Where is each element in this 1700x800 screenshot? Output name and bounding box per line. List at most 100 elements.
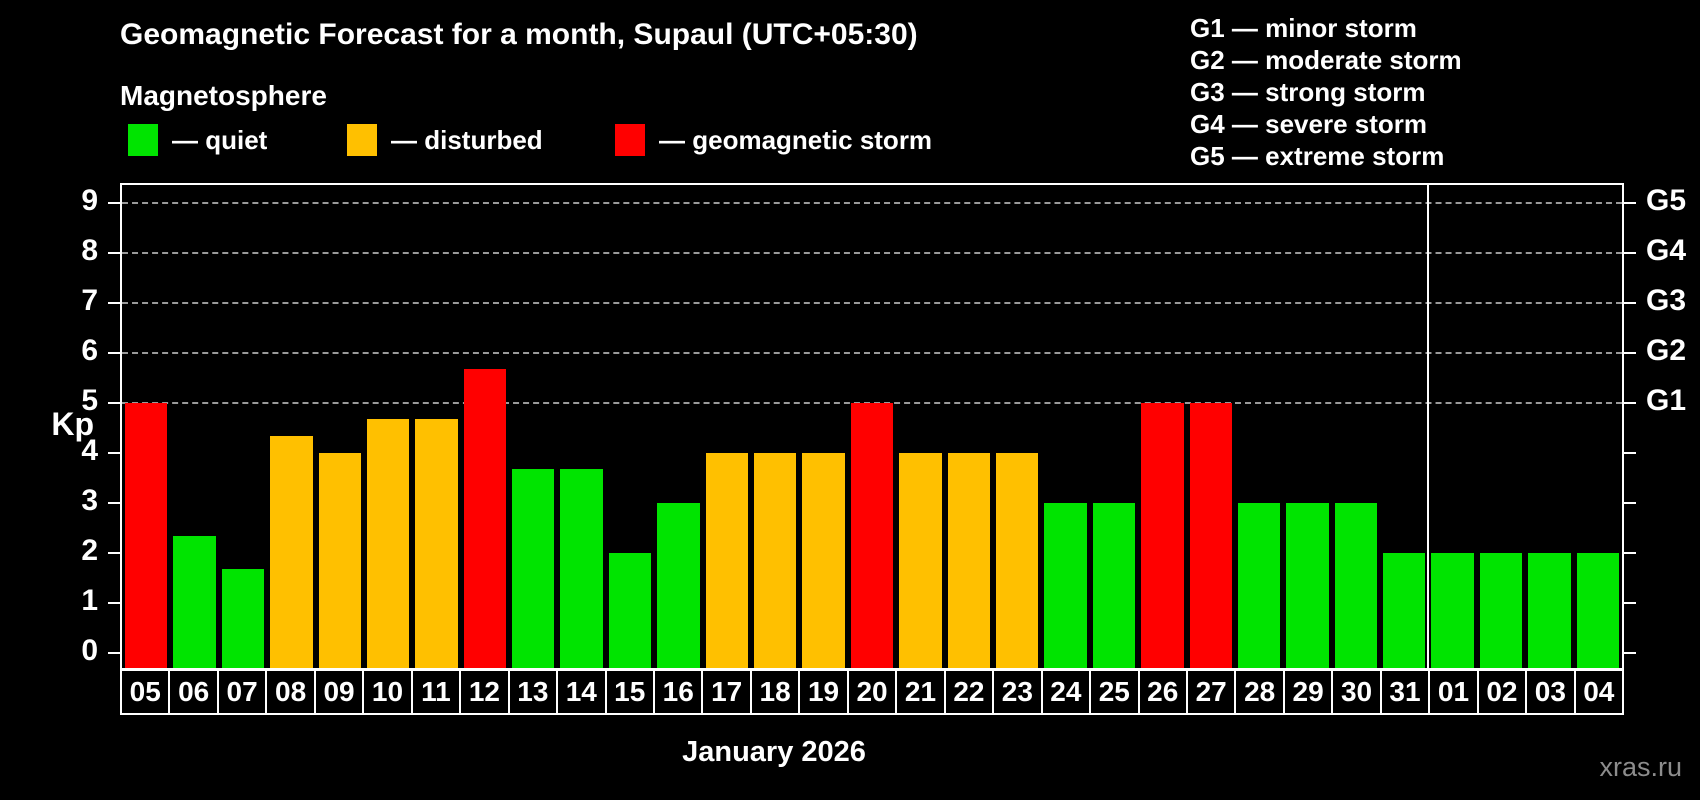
- g-tick-label-g1: G1: [1646, 383, 1687, 417]
- right-axis-tick-8: [1624, 251, 1636, 254]
- left-axis-tick-3: [108, 501, 120, 504]
- kp-bar-day-14: [560, 469, 603, 668]
- date-cell-02: 02: [1476, 669, 1528, 715]
- date-axis-row: 05 06 07 08 09 10 11 12 13 14 15 16 17 18 19 20 21 22 23 24…: [120, 669, 1625, 715]
- date-cell-27: 27: [1185, 669, 1237, 715]
- kp-bar-day-05: [125, 402, 168, 668]
- kp-bar-day-18: [754, 452, 797, 668]
- legend-storm-label: — geomagnetic storm: [659, 124, 933, 155]
- month-label: January 2026: [682, 736, 866, 768]
- date-cell-23: 23: [992, 669, 1043, 715]
- kp-bar-day-13: [512, 469, 555, 668]
- date-cell-13: 13: [507, 669, 559, 715]
- g-legend-line-g2: G2 — moderate storm: [1190, 45, 1462, 75]
- left-axis-tick-6: [108, 351, 120, 354]
- date-cell-15: 15: [604, 669, 655, 715]
- date-cell-01: 01: [1428, 669, 1479, 715]
- date-cell-16: 16: [652, 669, 704, 715]
- date-cell-08: 08: [265, 669, 316, 715]
- g-tick-label-g3: G3: [1646, 283, 1687, 317]
- left-axis-tick-4: [108, 451, 120, 454]
- date-cell-12: 12: [459, 669, 510, 715]
- kp-gridline-g1: [122, 401, 1622, 404]
- date-cell-22: 22: [943, 669, 995, 715]
- legend-item-storm: — geomagnetic storm: [615, 124, 932, 156]
- kp-bar-day-11: [415, 419, 458, 668]
- date-cell-26: 26: [1137, 669, 1188, 715]
- kp-gridline-g5: [122, 201, 1622, 204]
- date-cell-30: 30: [1331, 669, 1382, 715]
- kp-bar-day-28: [1237, 502, 1281, 668]
- kp-bar-day-22: [947, 452, 990, 668]
- kp-bar-day-24: [1044, 502, 1087, 668]
- kp-bar-day-09: [318, 452, 361, 668]
- kp-bar-day-27: [1189, 402, 1232, 668]
- date-cell-17: 17: [701, 669, 752, 715]
- kp-bar-day-21: [899, 452, 942, 668]
- date-cell-25: 25: [1089, 669, 1140, 715]
- kp-bar-day-07: [221, 569, 265, 668]
- g-legend-line-g4: G4 — severe storm: [1190, 109, 1428, 139]
- left-axis-tick-5: [108, 401, 120, 404]
- date-cell-20: 20: [846, 669, 898, 715]
- kp-gridline-g3: [122, 301, 1622, 304]
- kp-bar-day-10: [366, 419, 410, 668]
- kp-bar-day-08: [270, 436, 313, 668]
- legend-quiet-label: — quiet: [172, 124, 268, 155]
- g-tick-label-g4: G4: [1646, 233, 1687, 267]
- kp-tick-label-6: 6: [81, 333, 98, 367]
- disturbed-color-swatch: [347, 124, 377, 156]
- right-axis-tick-9: [1624, 201, 1636, 204]
- kp-bar-day-04: [1576, 552, 1619, 668]
- kp-axis-label: Kp: [51, 406, 94, 442]
- date-cell-29: 29: [1282, 669, 1334, 715]
- right-axis-tick-6: [1624, 351, 1636, 354]
- right-axis-tick-4: [1624, 451, 1636, 454]
- month-divider-line: [1427, 185, 1430, 668]
- right-axis-tick-7: [1624, 301, 1636, 304]
- kp-bar-day-19: [802, 452, 845, 668]
- kp-tick-label-4: 4: [81, 433, 98, 467]
- left-axis-tick-9: [108, 201, 120, 204]
- right-axis-tick-0: [1624, 651, 1636, 654]
- kp-tick-label-3: 3: [81, 483, 98, 517]
- right-axis-tick-5: [1624, 401, 1636, 404]
- right-axis-tick-2: [1624, 551, 1636, 554]
- magnetosphere-subtitle: Magnetosphere: [120, 80, 327, 111]
- storm-color-swatch: [615, 124, 645, 156]
- date-cell-10: 10: [362, 669, 413, 715]
- legend-disturbed-label: — disturbed: [391, 124, 543, 155]
- kp-bar-day-26: [1141, 402, 1184, 668]
- kp-bar-day-16: [657, 502, 700, 668]
- date-cell-28: 28: [1234, 669, 1285, 715]
- kp-tick-label-8: 8: [81, 233, 98, 267]
- kp-bar-day-29: [1286, 502, 1329, 668]
- kp-bar-day-03: [1528, 552, 1571, 668]
- kp-tick-label-0: 0: [81, 633, 98, 667]
- kp-tick-label-5: 5: [81, 383, 98, 417]
- g-tick-label-g5: G5: [1646, 183, 1687, 217]
- date-cell-19: 19: [798, 669, 849, 715]
- kp-bar-day-17: [705, 452, 749, 668]
- g-legend-line-g3: G3 — strong storm: [1190, 77, 1426, 107]
- kp-bar-day-01: [1431, 552, 1474, 668]
- date-cell-21: 21: [895, 669, 946, 715]
- legend-item-disturbed: — disturbed: [347, 124, 543, 156]
- date-cell-07: 07: [216, 669, 268, 715]
- kp-tick-label-9: 9: [81, 183, 98, 217]
- g-legend-line-g1: G1 — minor storm: [1190, 13, 1417, 43]
- date-cell-18: 18: [749, 669, 801, 715]
- date-cell-24: 24: [1040, 669, 1092, 715]
- kp-bar-day-25: [1092, 502, 1136, 668]
- date-cell-14: 14: [556, 669, 607, 715]
- kp-bar-day-06: [173, 536, 216, 668]
- quiet-color-swatch: [128, 124, 158, 156]
- date-cell-04: 04: [1573, 669, 1625, 715]
- left-axis-tick-2: [108, 551, 120, 554]
- date-cell-06: 06: [168, 669, 219, 715]
- kp-bar-day-23: [995, 452, 1039, 668]
- left-axis-tick-8: [108, 251, 120, 254]
- legend-item-quiet: — quiet: [128, 124, 267, 156]
- plot-area: 0 1 2 3 4 5 6 7 8 9 G1 G2 G3 G4 G5: [81, 183, 1686, 670]
- watermark: xras.ru: [1599, 752, 1682, 782]
